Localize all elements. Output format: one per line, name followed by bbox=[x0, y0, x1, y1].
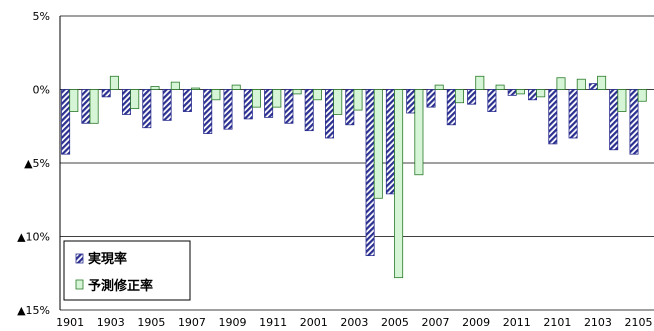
x-tick-label: 2001 bbox=[300, 316, 328, 329]
bar-forecast-revision-1904 bbox=[130, 89, 140, 110]
bar-actual-1901 bbox=[61, 89, 71, 155]
bar-forecast-revision-2102 bbox=[576, 78, 586, 90]
bar-actual-2002 bbox=[324, 89, 334, 139]
bar-actual-1911 bbox=[264, 89, 274, 118]
x-tick-label: 1909 bbox=[219, 316, 247, 329]
legend-label-forecast-revision: 予測修正率 bbox=[88, 278, 153, 294]
bar-forecast-revision-1902 bbox=[89, 89, 99, 124]
bar-actual-2012 bbox=[528, 89, 538, 101]
bar-actual-1903 bbox=[101, 89, 111, 98]
bar-actual-1904 bbox=[122, 89, 132, 115]
bar-forecast-revision-2105 bbox=[637, 89, 647, 102]
bar-forecast-revision-2011 bbox=[515, 89, 525, 95]
bar-forecast-revision-2104 bbox=[617, 89, 627, 112]
bar-actual-1906 bbox=[162, 89, 172, 121]
bar-forecast-revision-1911 bbox=[272, 89, 282, 108]
legend: 実現率 予測修正率 bbox=[63, 240, 191, 301]
x-tick-label: 1903 bbox=[97, 316, 125, 329]
bar-marks bbox=[61, 75, 647, 279]
y-tick-label: ▲5% bbox=[24, 157, 50, 170]
bar-actual-2008 bbox=[446, 89, 456, 126]
bar-actual-2005 bbox=[385, 89, 395, 195]
bar-forecast-revision-2010 bbox=[495, 84, 505, 90]
bar-forecast-revision-2002 bbox=[333, 89, 343, 115]
bar-actual-1907 bbox=[182, 89, 192, 112]
bar-actual-2011 bbox=[507, 89, 517, 96]
bar-actual-1908 bbox=[203, 89, 213, 134]
bar-actual-2006 bbox=[406, 89, 416, 114]
bar-forecast-revision-1906 bbox=[170, 81, 180, 90]
x-tick-label: 2103 bbox=[584, 316, 612, 329]
bar-actual-2101 bbox=[548, 89, 558, 145]
bar-forecast-revision-2008 bbox=[454, 89, 464, 104]
bar-actual-1909 bbox=[223, 89, 233, 130]
x-tick-label: 2005 bbox=[381, 316, 409, 329]
bar-actual-1912 bbox=[284, 89, 294, 124]
legend-label-actual: 実現率 bbox=[88, 251, 127, 267]
x-tick-label: 1905 bbox=[137, 316, 165, 329]
bar-actual-2104 bbox=[609, 89, 619, 151]
bar-forecast-revision-2009 bbox=[475, 75, 485, 90]
bar-forecast-revision-2003 bbox=[353, 89, 363, 111]
bar-actual-2003 bbox=[345, 89, 355, 126]
x-tick-label: 2011 bbox=[503, 316, 531, 329]
bar-actual-1902 bbox=[81, 89, 91, 124]
x-tick-label: 1901 bbox=[56, 316, 84, 329]
y-tick-label: ▲10% bbox=[17, 231, 50, 244]
bar-forecast-revision-1912 bbox=[292, 89, 302, 95]
bar-actual-2004 bbox=[365, 89, 375, 257]
y-tick-label: ▲15% bbox=[17, 304, 50, 317]
bar-actual-1905 bbox=[142, 89, 152, 129]
bar-actual-1910 bbox=[243, 89, 253, 120]
bar-forecast-revision-1907 bbox=[191, 87, 201, 90]
bar-forecast-revision-2012 bbox=[536, 89, 546, 98]
x-tick-label: 2003 bbox=[340, 316, 368, 329]
bar-forecast-revision-2007 bbox=[434, 84, 444, 90]
bar-forecast-revision-2101 bbox=[556, 77, 566, 90]
bar-actual-2103 bbox=[588, 83, 598, 90]
bar-forecast-revision-2001 bbox=[312, 89, 322, 101]
bar-forecast-revision-1901 bbox=[69, 89, 79, 112]
bar-forecast-revision-1908 bbox=[211, 89, 221, 101]
bar-forecast-revision-2103 bbox=[597, 75, 607, 90]
bar-actual-2010 bbox=[487, 89, 497, 112]
bar-forecast-revision-1909 bbox=[231, 84, 241, 90]
bar-forecast-revision-1910 bbox=[251, 89, 261, 108]
x-axis-tick-labels: 1901 1903 1905 1907 1909 1911 2001 2003 2005 2007… bbox=[56, 316, 652, 329]
bar-forecast-revision-1903 bbox=[109, 75, 119, 90]
bar-actual-2007 bbox=[426, 89, 436, 108]
legend-swatch-actual bbox=[75, 253, 84, 264]
bar-actual-2102 bbox=[568, 89, 578, 139]
x-tick-label: 2101 bbox=[543, 316, 571, 329]
y-tick-label: 0% bbox=[33, 84, 50, 97]
bar-actual-2105 bbox=[629, 89, 639, 155]
y-tick-label: 5% bbox=[33, 10, 50, 23]
bar-forecast-revision-1905 bbox=[150, 86, 160, 90]
x-tick-label: 2105 bbox=[625, 316, 653, 329]
bar-forecast-revision-2006 bbox=[414, 89, 424, 176]
x-tick-label: 2007 bbox=[422, 316, 450, 329]
legend-box bbox=[63, 240, 191, 301]
bar-forecast-revision-2005 bbox=[394, 89, 404, 279]
x-tick-label: 2009 bbox=[462, 316, 490, 329]
bar-actual-2001 bbox=[304, 89, 314, 132]
bar-actual-2009 bbox=[467, 89, 477, 105]
bar-forecast-revision-2004 bbox=[373, 89, 383, 199]
legend-swatch-forecast-revision bbox=[75, 279, 84, 290]
x-tick-label: 1911 bbox=[259, 316, 287, 329]
y-axis-tick-labels: 5% 0% ▲5% ▲10% ▲15% bbox=[17, 10, 50, 317]
x-tick-label: 1907 bbox=[178, 316, 206, 329]
